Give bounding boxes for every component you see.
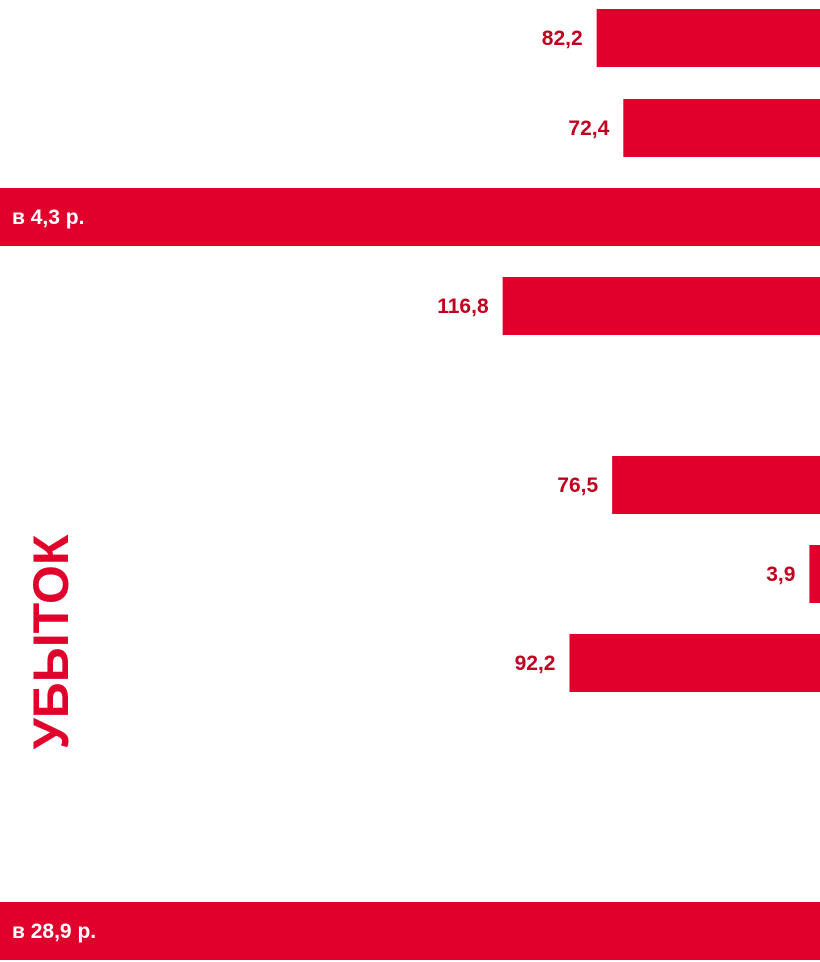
- value-bar-1: [623, 99, 820, 157]
- value-label-0: 82,2: [542, 27, 583, 50]
- bars-layer: [0, 9, 820, 960]
- value-bar-0: [596, 9, 820, 67]
- ratio-bar-7: [0, 902, 820, 960]
- ratio-bar-2: [0, 188, 820, 246]
- value-bar-5: [809, 545, 820, 603]
- ratio-label-7: в 28,9 р.: [12, 920, 96, 943]
- value-bar-3: [502, 277, 820, 335]
- value-label-5: 3,9: [766, 563, 795, 586]
- value-label-1: 72,4: [568, 117, 609, 140]
- value-label-4: 76,5: [557, 474, 598, 497]
- value-bar-4: [612, 456, 820, 514]
- value-label-3: 116,8: [437, 295, 489, 318]
- value-bar-6: [569, 634, 820, 692]
- ratio-label-2: в 4,3 р.: [12, 206, 84, 229]
- value-label-6: 92,2: [515, 652, 556, 675]
- side-label-ubytok: УБЫТОК: [23, 534, 79, 749]
- labels-layer: 82,2 72,4 в 4,3 р. 116,8 76,5 3,9 92,2 в 28,9 р…: [12, 27, 795, 943]
